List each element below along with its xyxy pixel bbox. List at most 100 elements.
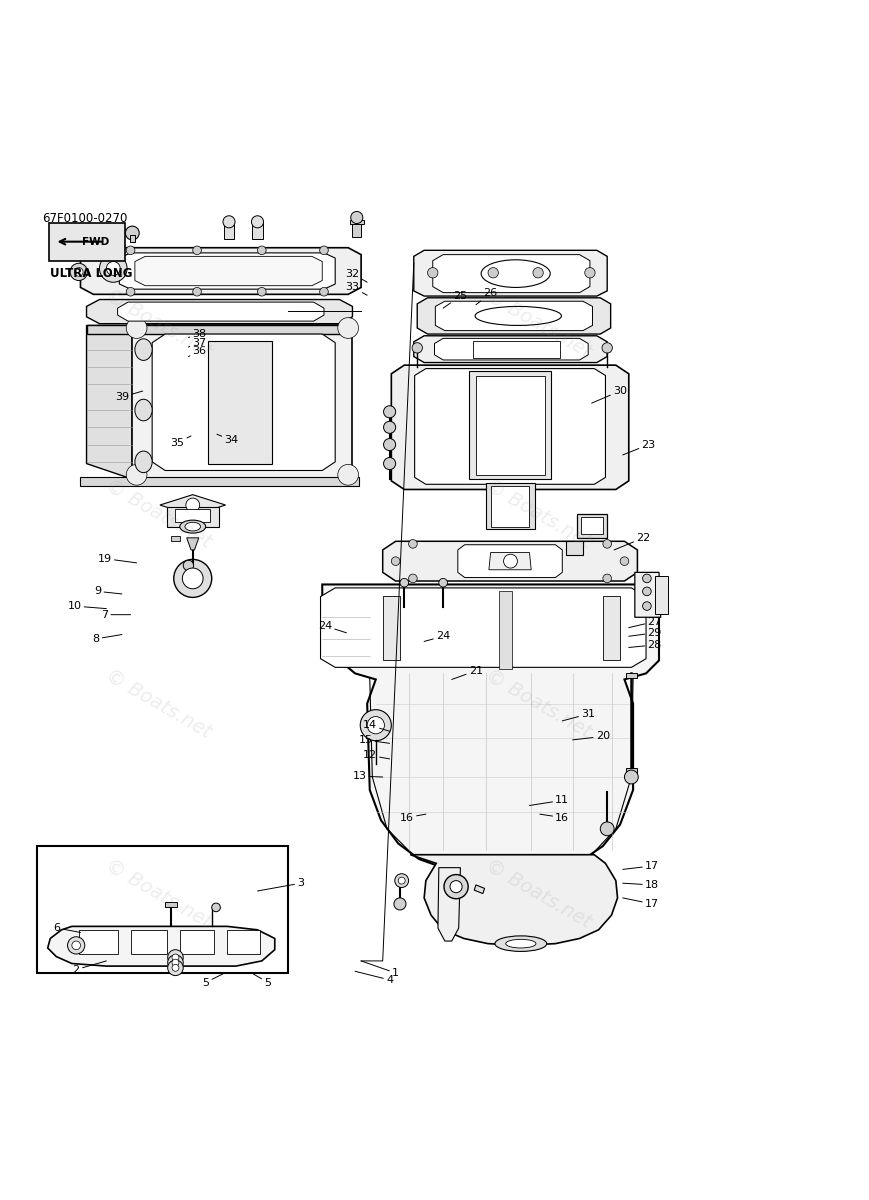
Polygon shape <box>489 552 531 570</box>
Text: 7: 7 <box>101 610 130 619</box>
Text: 17: 17 <box>623 860 660 871</box>
Circle shape <box>212 904 221 912</box>
Circle shape <box>172 959 179 966</box>
Polygon shape <box>627 768 637 773</box>
Text: 8: 8 <box>92 634 122 644</box>
Circle shape <box>603 574 612 583</box>
Polygon shape <box>87 325 132 479</box>
Circle shape <box>126 318 147 338</box>
Polygon shape <box>130 930 167 954</box>
Text: 3: 3 <box>257 878 304 890</box>
Text: 39: 39 <box>115 391 143 402</box>
Polygon shape <box>581 517 603 534</box>
Circle shape <box>320 246 328 254</box>
Polygon shape <box>180 930 215 954</box>
Ellipse shape <box>475 306 561 325</box>
Circle shape <box>444 875 468 899</box>
Text: 34: 34 <box>217 434 239 445</box>
Polygon shape <box>500 592 512 670</box>
Circle shape <box>439 578 448 587</box>
Circle shape <box>503 554 517 568</box>
Circle shape <box>533 268 543 278</box>
Circle shape <box>125 226 139 240</box>
Text: 19: 19 <box>97 553 136 564</box>
Text: 16: 16 <box>400 812 426 822</box>
Circle shape <box>383 438 395 451</box>
Polygon shape <box>469 371 551 479</box>
Circle shape <box>642 574 651 583</box>
Polygon shape <box>152 334 335 470</box>
Circle shape <box>408 540 417 548</box>
Polygon shape <box>224 222 234 239</box>
Text: 10: 10 <box>68 601 106 611</box>
Text: 22: 22 <box>614 533 651 550</box>
Circle shape <box>488 268 499 278</box>
Polygon shape <box>132 325 353 479</box>
Circle shape <box>174 559 212 598</box>
Ellipse shape <box>506 940 536 948</box>
Circle shape <box>75 268 83 276</box>
Ellipse shape <box>481 260 550 288</box>
Text: 29: 29 <box>629 628 662 638</box>
Text: 17: 17 <box>623 898 660 908</box>
Ellipse shape <box>135 338 152 360</box>
Circle shape <box>394 898 406 910</box>
Circle shape <box>172 954 179 961</box>
Circle shape <box>338 464 359 485</box>
Polygon shape <box>566 541 583 556</box>
Circle shape <box>391 557 400 565</box>
Circle shape <box>603 540 612 548</box>
Polygon shape <box>474 884 485 894</box>
Text: 21: 21 <box>452 666 483 679</box>
Polygon shape <box>135 257 322 286</box>
Circle shape <box>351 211 363 223</box>
Text: © Boats.net: © Boats.net <box>102 856 215 931</box>
Circle shape <box>450 881 462 893</box>
Text: 14: 14 <box>362 720 389 731</box>
Circle shape <box>99 254 127 282</box>
Text: 6: 6 <box>54 923 81 934</box>
Circle shape <box>168 949 183 965</box>
Text: 37: 37 <box>189 337 207 348</box>
Polygon shape <box>252 222 262 239</box>
Polygon shape <box>129 235 135 241</box>
Polygon shape <box>414 251 607 296</box>
Polygon shape <box>382 541 637 581</box>
Polygon shape <box>79 930 117 954</box>
Text: 33: 33 <box>346 282 367 295</box>
Polygon shape <box>410 854 618 946</box>
Polygon shape <box>167 506 219 527</box>
Polygon shape <box>81 478 359 486</box>
FancyBboxPatch shape <box>49 223 125 260</box>
Polygon shape <box>438 868 461 941</box>
Text: 31: 31 <box>562 709 595 721</box>
Polygon shape <box>87 300 353 324</box>
Text: 5: 5 <box>253 974 271 988</box>
Bar <box>37 846 288 973</box>
Text: 18: 18 <box>623 880 660 890</box>
Polygon shape <box>353 222 362 238</box>
Polygon shape <box>117 302 324 322</box>
Polygon shape <box>187 538 199 550</box>
Polygon shape <box>654 576 667 614</box>
Text: 13: 13 <box>353 772 382 781</box>
Text: 30: 30 <box>592 386 627 403</box>
Ellipse shape <box>495 936 547 952</box>
Polygon shape <box>171 536 180 541</box>
Circle shape <box>625 770 638 784</box>
Circle shape <box>600 822 614 835</box>
Circle shape <box>126 288 135 296</box>
Circle shape <box>186 498 200 512</box>
Circle shape <box>106 262 120 275</box>
Circle shape <box>320 288 328 296</box>
Text: 9: 9 <box>94 587 122 596</box>
Circle shape <box>257 288 266 296</box>
Circle shape <box>383 406 395 418</box>
Circle shape <box>398 877 405 884</box>
Circle shape <box>168 960 183 976</box>
Text: © Boats.net: © Boats.net <box>102 286 215 361</box>
Text: © Boats.net: © Boats.net <box>481 286 594 361</box>
Polygon shape <box>458 545 562 577</box>
Circle shape <box>400 578 408 587</box>
Circle shape <box>68 937 85 954</box>
